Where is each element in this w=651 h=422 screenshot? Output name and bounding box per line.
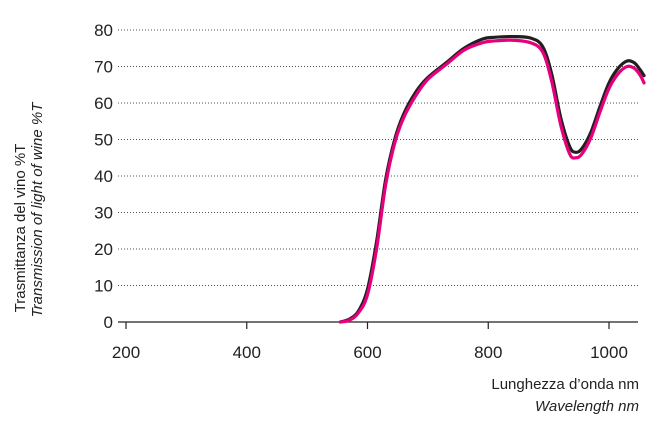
y-tick-label-0: 0 xyxy=(104,313,113,332)
y-ticks: 0 10 20 30 40 50 60 70 80 xyxy=(94,21,113,332)
series-line-2 xyxy=(338,38,646,324)
x-tick-label-200: 200 xyxy=(112,343,140,362)
x-axis-title-english: Wavelength nm xyxy=(535,398,639,415)
x-tick-label-800: 800 xyxy=(474,343,502,362)
y-tick-label-70: 70 xyxy=(94,58,113,77)
x-tick-label-1000: 1000 xyxy=(590,343,628,362)
y-tick-label-10: 10 xyxy=(94,277,113,296)
y-tick-label-50: 50 xyxy=(94,131,113,150)
y-tick-label-20: 20 xyxy=(94,240,113,259)
y-tick-label-40: 40 xyxy=(94,167,113,186)
x-tick-label-400: 400 xyxy=(233,343,261,362)
y-tick-label-30: 30 xyxy=(94,204,113,223)
y-axis-title: Trasmittanza del vino %T xyxy=(12,144,29,313)
series-layer xyxy=(338,34,646,324)
x-tick-label-600: 600 xyxy=(353,343,381,362)
x-ticks: 200 400 600 800 1000 xyxy=(112,322,628,362)
y-tick-label-60: 60 xyxy=(94,94,113,113)
y-axis-title-english: Transmission of light of wine %T xyxy=(29,101,46,318)
y-tick-label-80: 80 xyxy=(94,21,113,40)
x-axis-title: Lunghezza d’onda nm xyxy=(491,376,639,393)
